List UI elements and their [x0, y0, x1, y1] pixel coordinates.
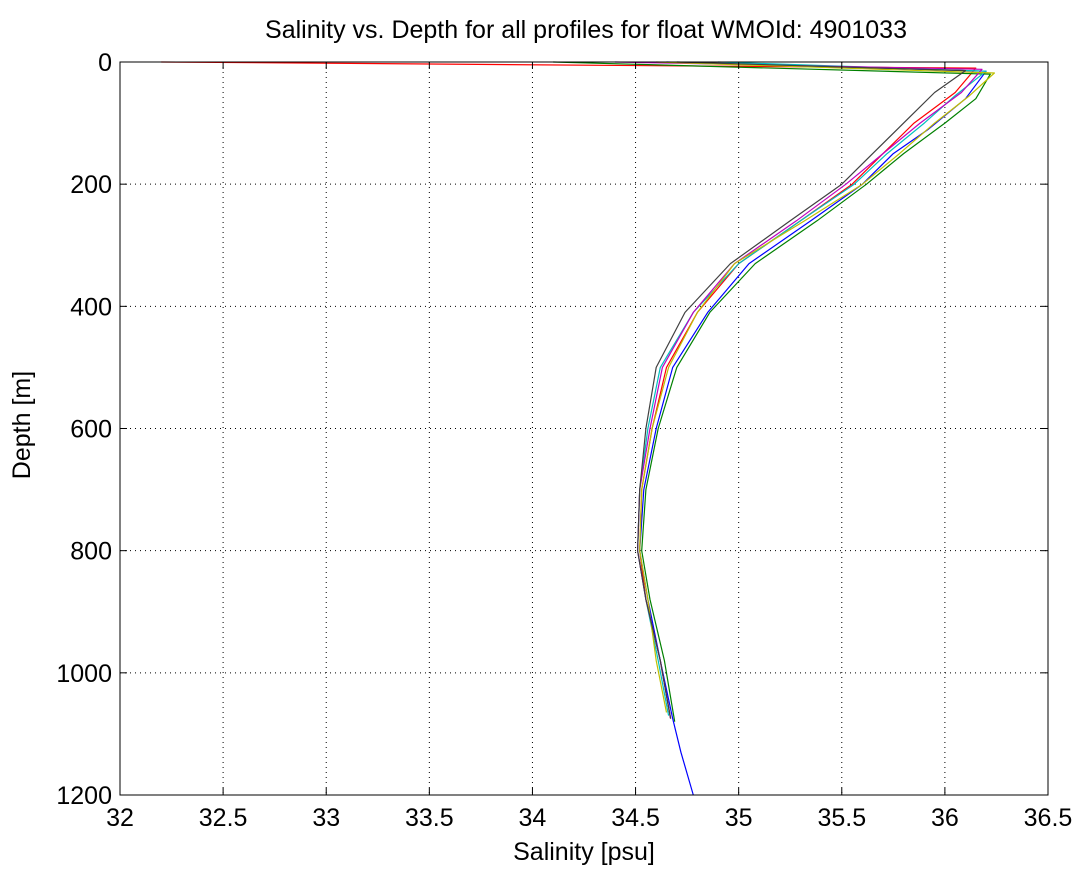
y-tick-label: 0	[98, 49, 112, 77]
x-tick-label: 35	[725, 804, 753, 832]
axis-ticks: 32 32.5 33 33.5 34 34.5 35 35.5 36 36.5 0 200 400 600…	[56, 49, 1072, 832]
y-tick-label: 400	[70, 293, 112, 321]
y-tick-label: 1200	[56, 782, 112, 810]
x-tick-label: 34	[519, 804, 547, 832]
x-tick-label: 32	[106, 804, 134, 832]
profile-line-2	[639, 61, 987, 796]
y-tick-label: 800	[70, 538, 112, 566]
y-tick-label: 600	[70, 416, 112, 444]
x-tick-label: 36.5	[1024, 804, 1073, 832]
x-tick-label: 33.5	[405, 804, 454, 832]
x-tick-label: 35.5	[817, 804, 866, 832]
grid-lines	[120, 62, 1048, 795]
x-tick-label: 36	[931, 804, 959, 832]
y-tick-label: 200	[70, 171, 112, 199]
profile-line-4	[636, 61, 987, 716]
data-series	[161, 61, 996, 796]
x-axis-label: Salinity [psu]	[513, 838, 655, 866]
plot-area-frame	[119, 61, 1049, 796]
x-tick-label: 32.5	[199, 804, 248, 832]
profile-line-7	[636, 61, 967, 719]
profile-line-1	[161, 61, 977, 719]
y-tick-label: 1000	[56, 660, 112, 688]
x-tick-label: 34.5	[611, 804, 660, 832]
profile-line-3	[553, 61, 991, 722]
x-tick-label: 33	[312, 804, 340, 832]
y-axis-label: Depth [m]	[8, 371, 36, 479]
chart-title: Salinity vs. Depth for all profiles for …	[265, 16, 907, 44]
profile-line-6	[639, 61, 996, 713]
